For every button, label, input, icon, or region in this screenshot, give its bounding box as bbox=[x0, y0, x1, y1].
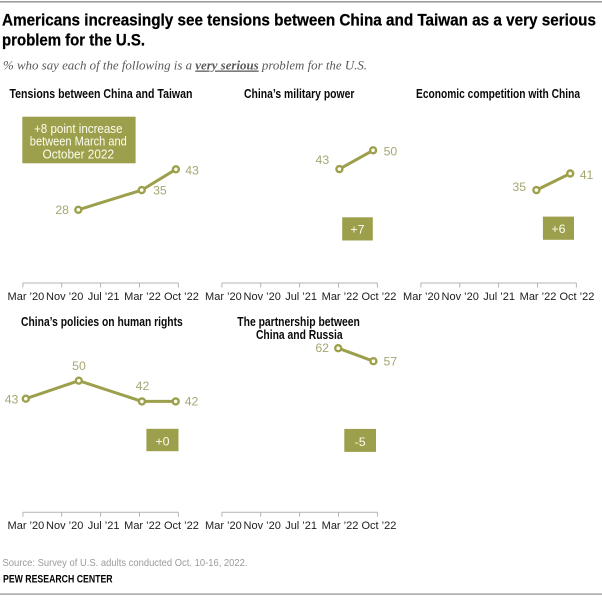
svg-text:+8 point increase: +8 point increase bbox=[34, 122, 123, 136]
svg-text:Source: Survey of U.S. adults: Source: Survey of U.S. adults conducted … bbox=[3, 557, 248, 569]
svg-text:35: 35 bbox=[153, 184, 167, 198]
svg-text:Tensions between China and Tai: Tensions between China and Taiwan bbox=[10, 87, 193, 101]
svg-text:43: 43 bbox=[5, 392, 19, 406]
svg-text:Mar ’22: Mar ’22 bbox=[322, 291, 359, 303]
svg-text:Oct ’22: Oct ’22 bbox=[559, 291, 594, 303]
svg-text:Jul ’21: Jul ’21 bbox=[88, 291, 120, 303]
svg-text:Mar ’20: Mar ’20 bbox=[403, 291, 440, 303]
svg-text:62: 62 bbox=[315, 341, 329, 355]
svg-text:October 2022: October 2022 bbox=[43, 148, 115, 162]
svg-text:Economic competition with Chin: Economic competition with China bbox=[416, 87, 581, 101]
svg-text:The partnership between: The partnership between bbox=[237, 315, 360, 329]
svg-text:28: 28 bbox=[55, 203, 69, 217]
svg-text:57: 57 bbox=[384, 355, 398, 369]
svg-text:Jul ’21: Jul ’21 bbox=[285, 520, 317, 532]
svg-text:Nov ’20: Nov ’20 bbox=[244, 520, 281, 532]
svg-text:42: 42 bbox=[136, 379, 150, 393]
svg-text:China’s military power: China’s military power bbox=[244, 87, 355, 101]
svg-text:Nov ’20: Nov ’20 bbox=[442, 291, 479, 303]
svg-text:43: 43 bbox=[185, 164, 199, 178]
svg-text:43: 43 bbox=[316, 153, 330, 167]
svg-text:Mar ’20: Mar ’20 bbox=[8, 520, 45, 532]
svg-text:Nov ’20: Nov ’20 bbox=[244, 291, 281, 303]
svg-text:41: 41 bbox=[580, 168, 594, 182]
svg-text:50: 50 bbox=[72, 359, 86, 373]
svg-text:Oct ’22: Oct ’22 bbox=[361, 291, 396, 303]
svg-text:50: 50 bbox=[384, 144, 398, 158]
svg-text:China’s policies on human righ: China’s policies on human rights bbox=[21, 315, 183, 329]
svg-text:PEW RESEARCH CENTER: PEW RESEARCH CENTER bbox=[3, 573, 113, 585]
svg-text:+6: +6 bbox=[551, 222, 565, 236]
svg-text:Mar ’22: Mar ’22 bbox=[520, 291, 557, 303]
svg-text:Oct ’22: Oct ’22 bbox=[164, 520, 199, 532]
svg-text:Nov ’20: Nov ’20 bbox=[46, 291, 83, 303]
svg-text:Mar ’20: Mar ’20 bbox=[205, 520, 242, 532]
svg-text:+7: +7 bbox=[350, 223, 364, 237]
svg-text:Mar ’22: Mar ’22 bbox=[124, 291, 161, 303]
svg-text:+0: +0 bbox=[155, 435, 169, 449]
svg-text:42: 42 bbox=[185, 395, 199, 409]
svg-text:Oct ’22: Oct ’22 bbox=[164, 291, 199, 303]
svg-text:problem for the U.S.: problem for the U.S. bbox=[2, 31, 145, 50]
svg-text:Nov ’20: Nov ’20 bbox=[46, 520, 83, 532]
svg-text:Mar ’22: Mar ’22 bbox=[124, 520, 161, 532]
svg-text:China and Russia: China and Russia bbox=[256, 328, 344, 342]
svg-text:Jul ’21: Jul ’21 bbox=[483, 291, 515, 303]
svg-text:% who say each of the followin: % who say each of the following is a ver… bbox=[3, 59, 367, 73]
svg-text:Jul ’21: Jul ’21 bbox=[88, 520, 120, 532]
svg-text:-5: -5 bbox=[355, 435, 366, 449]
svg-text:Mar ’20: Mar ’20 bbox=[8, 291, 45, 303]
svg-text:Mar ’20: Mar ’20 bbox=[205, 291, 242, 303]
svg-text:Oct ’22: Oct ’22 bbox=[361, 520, 396, 532]
svg-text:between March and: between March and bbox=[30, 135, 127, 149]
svg-text:35: 35 bbox=[512, 180, 526, 194]
svg-text:Mar ’22: Mar ’22 bbox=[322, 520, 359, 532]
svg-text:Americans increasingly see ten: Americans increasingly see tensions betw… bbox=[2, 10, 596, 29]
svg-text:Jul ’21: Jul ’21 bbox=[285, 291, 317, 303]
